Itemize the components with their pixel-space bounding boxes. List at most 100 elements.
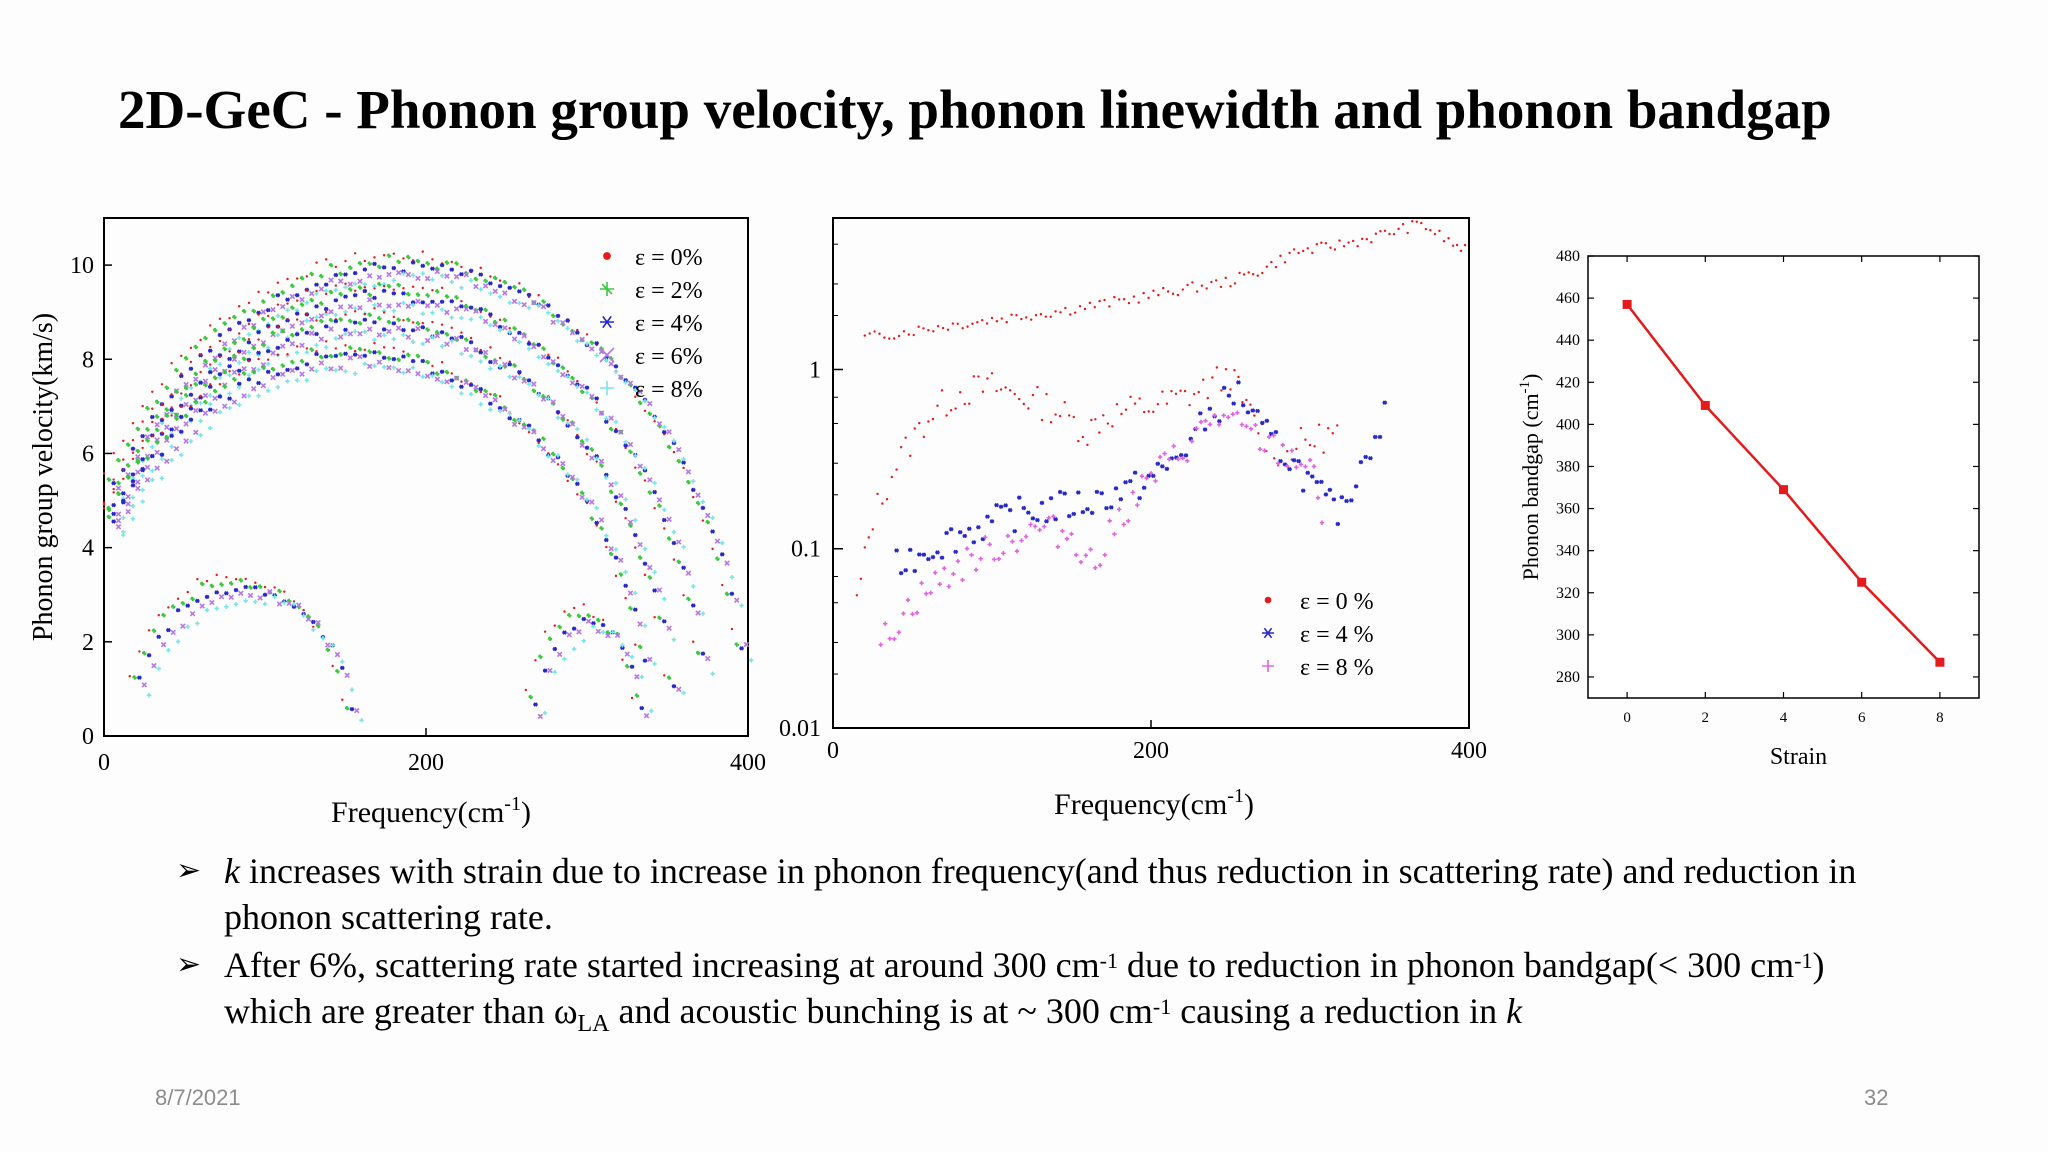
data-point: [637, 621, 643, 627]
data-point: [170, 393, 173, 396]
data-point: [610, 630, 615, 635]
data-point: [352, 320, 358, 325]
data-point: [652, 661, 657, 667]
data-point: [589, 393, 595, 400]
data-point: [270, 330, 276, 335]
data-point: [277, 588, 282, 594]
data-point: [291, 602, 297, 607]
bandgap-chart: 0 2 4 6 8280300320340360380400420440460480Ph…: [1517, 248, 1980, 770]
data-point: [391, 356, 396, 362]
data-point: [450, 326, 453, 330]
data-point: [159, 456, 165, 462]
data-point: [666, 516, 672, 523]
data-point: [1297, 251, 1300, 255]
data-point: [204, 594, 210, 600]
data-point: [424, 302, 431, 309]
data-point: [1141, 485, 1147, 491]
data-point: [540, 354, 547, 360]
data-point: [666, 429, 672, 435]
data-point: [308, 330, 315, 336]
data-point: [613, 428, 619, 434]
data-point: [354, 707, 360, 714]
data-point: [285, 308, 290, 313]
data-point: [1192, 392, 1196, 396]
data-point: [396, 282, 401, 288]
data-point: [140, 456, 145, 462]
data-point: [662, 507, 667, 512]
data-point: [160, 431, 164, 434]
data-point: [1451, 244, 1455, 247]
data-point: [517, 418, 522, 423]
data-point: [275, 372, 281, 377]
data-point: [170, 629, 176, 636]
data-point: [1069, 531, 1074, 537]
data-point: [209, 599, 215, 606]
data-point: [217, 375, 223, 380]
data-point: [512, 326, 517, 331]
data-point: [238, 373, 241, 376]
data-point: [1221, 413, 1226, 418]
data-point: [217, 409, 223, 415]
data-point: [357, 331, 363, 337]
data-point: [1280, 442, 1285, 448]
data-point: [282, 600, 287, 605]
data-point: [309, 297, 314, 303]
data-point: [507, 416, 512, 421]
data-point: [1266, 434, 1272, 440]
data-point: [459, 285, 464, 291]
data-point: [353, 349, 357, 353]
data-point: [604, 537, 609, 543]
data-point: [546, 361, 551, 367]
data-point: [562, 656, 567, 662]
data-point: [488, 359, 493, 365]
data-point: [531, 343, 537, 350]
data-point: [232, 314, 237, 320]
data-point: [642, 658, 648, 663]
data-point: [594, 520, 599, 526]
data-point: [295, 293, 300, 298]
data-point: [710, 515, 715, 521]
data-point: [324, 292, 328, 296]
data-point: [286, 352, 289, 356]
data-point: [459, 384, 464, 390]
data-point: [415, 298, 421, 305]
data-point: [902, 330, 906, 333]
data-point: [958, 529, 963, 535]
data-point: [652, 480, 657, 486]
data-point: [1211, 376, 1214, 379]
data-point: [343, 285, 348, 290]
data-point: [280, 290, 285, 295]
data-point: [681, 456, 686, 462]
data-point: [1147, 410, 1150, 413]
data-point: [131, 438, 135, 442]
data-point: [1098, 299, 1101, 303]
data-point: [140, 499, 145, 504]
data-point: [188, 439, 194, 444]
data-point: [203, 335, 208, 341]
data-point: [130, 479, 136, 484]
data-point: [238, 578, 244, 583]
data-point: [280, 315, 285, 320]
data-point: [381, 333, 387, 338]
data-point: [672, 558, 676, 561]
data-point: [488, 323, 493, 328]
data-point: [1287, 466, 1292, 472]
data-point: [386, 283, 392, 289]
data-point: [939, 555, 945, 560]
data-point: [1358, 459, 1364, 465]
data-point: [579, 439, 585, 444]
data-point: [996, 556, 1002, 562]
data-point: [286, 600, 292, 607]
data-point: [637, 555, 643, 560]
data-point: [1076, 490, 1081, 495]
data-point: [589, 516, 595, 521]
data-point: [175, 639, 181, 644]
data-point: [362, 329, 368, 335]
data-point: [536, 342, 541, 348]
data-point: [145, 406, 150, 411]
data-point: [381, 364, 387, 370]
data-point: [1013, 392, 1016, 396]
data-point: [618, 572, 624, 577]
data-point: [195, 621, 200, 626]
data-point: [202, 392, 209, 399]
